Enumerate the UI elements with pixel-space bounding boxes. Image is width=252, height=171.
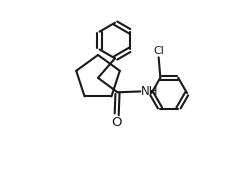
Text: Cl: Cl <box>153 46 164 56</box>
Text: NH: NH <box>141 85 158 98</box>
Text: O: O <box>111 116 122 129</box>
